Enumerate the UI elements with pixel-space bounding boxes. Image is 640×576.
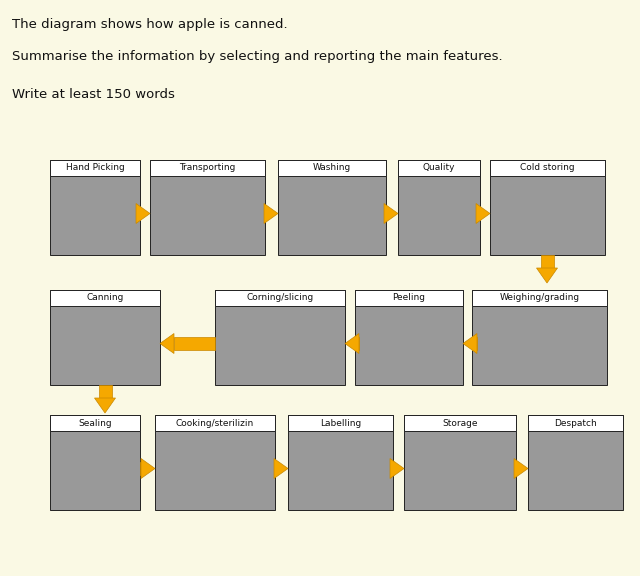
FancyBboxPatch shape: [50, 290, 160, 385]
Text: Weighing/grading: Weighing/grading: [499, 294, 580, 302]
FancyBboxPatch shape: [404, 415, 516, 510]
Polygon shape: [264, 203, 278, 223]
FancyBboxPatch shape: [278, 160, 386, 176]
Text: Summarise the information by selecting and reporting the main features.: Summarise the information by selecting a…: [12, 50, 502, 63]
Polygon shape: [355, 337, 359, 350]
FancyBboxPatch shape: [404, 415, 516, 431]
FancyBboxPatch shape: [528, 415, 623, 510]
FancyBboxPatch shape: [355, 290, 463, 306]
Text: Sealing: Sealing: [78, 419, 112, 427]
FancyBboxPatch shape: [50, 290, 160, 306]
Polygon shape: [160, 334, 174, 354]
FancyBboxPatch shape: [490, 160, 605, 176]
FancyBboxPatch shape: [155, 415, 275, 510]
FancyBboxPatch shape: [288, 415, 393, 510]
Polygon shape: [174, 337, 215, 350]
Text: Cold storing: Cold storing: [520, 164, 575, 172]
Polygon shape: [390, 458, 404, 479]
FancyBboxPatch shape: [150, 160, 265, 255]
Text: Peeling: Peeling: [392, 294, 426, 302]
Text: Corning/slicing: Corning/slicing: [246, 294, 314, 302]
Text: Washing: Washing: [313, 164, 351, 172]
FancyBboxPatch shape: [50, 160, 140, 176]
Text: The diagram shows how apple is canned.: The diagram shows how apple is canned.: [12, 18, 287, 31]
Polygon shape: [514, 458, 528, 479]
FancyBboxPatch shape: [355, 290, 463, 385]
FancyBboxPatch shape: [150, 160, 265, 176]
FancyBboxPatch shape: [50, 415, 140, 431]
Text: Despatch: Despatch: [554, 419, 597, 427]
Polygon shape: [384, 203, 398, 223]
FancyBboxPatch shape: [398, 160, 480, 255]
Polygon shape: [390, 462, 393, 475]
FancyBboxPatch shape: [398, 160, 480, 176]
Polygon shape: [536, 268, 557, 283]
Polygon shape: [472, 337, 477, 350]
Text: Canning: Canning: [86, 294, 124, 302]
FancyBboxPatch shape: [278, 160, 386, 255]
FancyBboxPatch shape: [50, 415, 140, 510]
Polygon shape: [136, 203, 150, 223]
FancyBboxPatch shape: [528, 415, 623, 431]
FancyBboxPatch shape: [490, 160, 605, 255]
Text: Hand Picking: Hand Picking: [66, 164, 124, 172]
Text: Labelling: Labelling: [320, 419, 361, 427]
FancyBboxPatch shape: [472, 290, 607, 306]
FancyBboxPatch shape: [472, 290, 607, 385]
Polygon shape: [345, 334, 359, 354]
Polygon shape: [274, 462, 275, 475]
Polygon shape: [463, 334, 477, 354]
Polygon shape: [141, 458, 155, 479]
Polygon shape: [264, 207, 265, 220]
Polygon shape: [136, 207, 140, 220]
Polygon shape: [274, 458, 288, 479]
FancyBboxPatch shape: [50, 160, 140, 255]
Text: Storage: Storage: [442, 419, 477, 427]
Polygon shape: [99, 385, 111, 398]
FancyBboxPatch shape: [155, 415, 275, 431]
Text: Quality: Quality: [423, 164, 455, 172]
Text: Cooking/sterilizin: Cooking/sterilizin: [176, 419, 254, 427]
Text: Write at least 150 words: Write at least 150 words: [12, 88, 175, 101]
Polygon shape: [384, 207, 386, 220]
Polygon shape: [514, 462, 516, 475]
FancyBboxPatch shape: [215, 290, 345, 306]
Polygon shape: [476, 207, 480, 220]
Text: Transporting: Transporting: [179, 164, 236, 172]
Polygon shape: [541, 255, 554, 268]
Polygon shape: [95, 398, 115, 413]
FancyBboxPatch shape: [288, 415, 393, 431]
FancyBboxPatch shape: [215, 290, 345, 385]
Polygon shape: [476, 203, 490, 223]
Polygon shape: [140, 462, 141, 475]
